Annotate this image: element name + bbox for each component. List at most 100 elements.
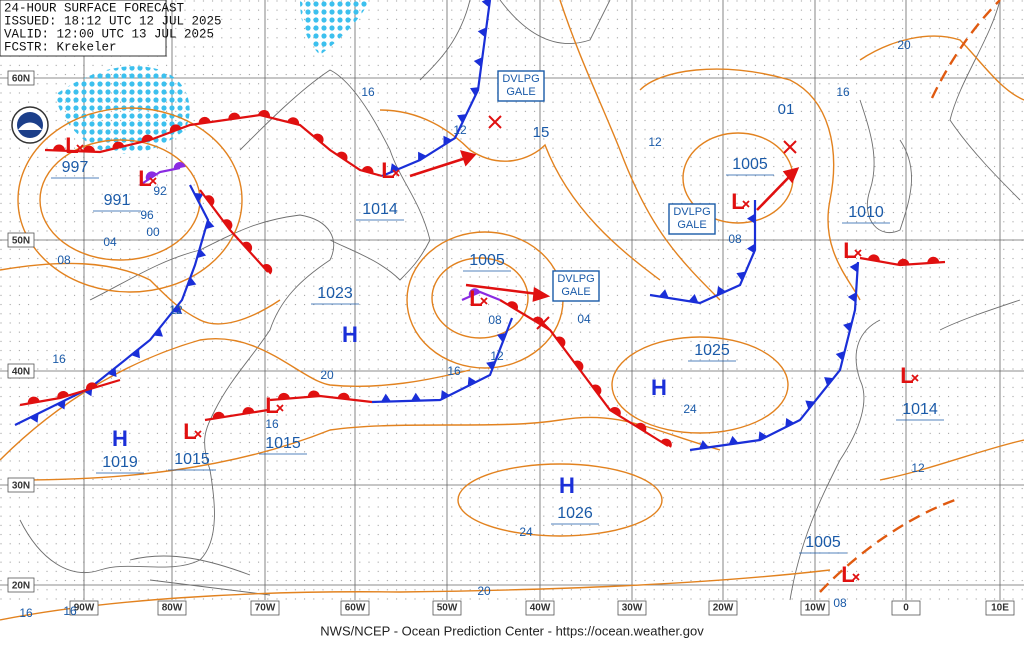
- lon-label-box: [800, 600, 830, 616]
- front-symbol: [698, 440, 709, 449]
- cold-front: [649, 200, 757, 305]
- front-symbol: [486, 360, 496, 371]
- front-symbol: [468, 288, 481, 297]
- isobar-label: 16: [836, 85, 850, 99]
- lon-label: 50W: [437, 603, 458, 614]
- front-symbol: [824, 377, 834, 386]
- warning-box: [497, 70, 545, 102]
- isobar-label: 12: [648, 135, 662, 149]
- center-pressure: 1010: [848, 204, 884, 221]
- front-symbol: [336, 151, 348, 162]
- warning-text: GALE: [677, 219, 706, 231]
- front-symbol: [107, 367, 117, 378]
- front-symbol: [658, 289, 669, 299]
- isobar-label: 16: [361, 85, 375, 99]
- isobar-label: 24: [683, 402, 697, 416]
- front-symbol: [57, 391, 69, 399]
- front-symbol: [805, 400, 815, 410]
- front-symbol: [361, 166, 374, 174]
- isobar-label: 08: [57, 253, 71, 267]
- front-symbol: [609, 407, 621, 417]
- center-mark: [392, 169, 400, 177]
- isobar-label: 20: [477, 584, 491, 598]
- occl-front: [139, 166, 181, 186]
- front-symbol: [187, 277, 197, 287]
- noaa-logo: [11, 106, 49, 144]
- isobar-label: 08: [728, 232, 742, 246]
- center-pressure: 1019: [102, 454, 138, 471]
- isobar-label: 96: [140, 208, 154, 222]
- front-symbol: [747, 243, 755, 254]
- lat-label: 20N: [12, 581, 30, 592]
- front-symbol: [555, 336, 566, 348]
- front-symbol: [131, 348, 140, 359]
- front-symbol: [440, 390, 450, 400]
- lat-label-box: [7, 232, 35, 248]
- isobar-label: 01: [778, 101, 795, 118]
- center-mark: [149, 177, 157, 185]
- lat-label-box: [7, 363, 35, 379]
- front-symbol: [716, 286, 726, 296]
- front-symbol: [496, 332, 507, 343]
- pressure-center: L: [381, 158, 394, 183]
- isobar-label: 12: [911, 461, 925, 475]
- front-symbol: [212, 411, 225, 419]
- cold-front: [381, 0, 492, 178]
- center-pressure: 1005: [469, 252, 505, 269]
- front-symbol: [470, 87, 480, 97]
- pressure-center: L: [843, 238, 856, 263]
- motion-arrows: [409, 150, 800, 302]
- isobar-label: 16: [52, 352, 66, 366]
- front-symbol: [897, 258, 910, 266]
- center-pressure: 1005: [805, 534, 841, 551]
- front-symbol: [728, 435, 739, 445]
- front-symbol: [532, 316, 544, 326]
- graticule: [0, 0, 1024, 600]
- front-symbol: [204, 195, 215, 206]
- lat-label: 40N: [12, 367, 30, 378]
- lat-label: 60N: [12, 74, 30, 85]
- lon-label: 10E: [991, 603, 1009, 614]
- map-labels: 60N 50N 40N 30N 20N 90W 80W 70W 60W 50W 40W 30W 20W 1…: [7, 38, 1015, 620]
- pressure-center: H: [342, 322, 358, 347]
- isobar-label: 08: [833, 596, 847, 610]
- forecast-positions: [488, 115, 797, 330]
- isobar-label: 16: [265, 417, 279, 431]
- front-symbol: [457, 114, 467, 124]
- front-symbol: [242, 241, 253, 253]
- center-pressure: 991: [104, 192, 131, 209]
- front-symbol: [410, 392, 421, 401]
- lon-label: 10W: [805, 603, 826, 614]
- isobar-label: 12: [453, 123, 467, 137]
- lon-label-box: [340, 600, 370, 616]
- front-symbol: [262, 264, 273, 275]
- front-symbol: [242, 407, 255, 415]
- lon-label: 0: [903, 603, 909, 614]
- lon-label-box: [69, 600, 99, 616]
- pressure-center: H: [559, 473, 575, 498]
- lon-label: 30W: [622, 603, 643, 614]
- lon-label: 20W: [713, 603, 734, 614]
- front-symbol: [307, 390, 320, 397]
- header-line: VALID: 12:00 UTC 13 JUL 2025: [4, 27, 214, 41]
- lon-label: 70W: [255, 603, 276, 614]
- isobars: [0, 0, 1024, 621]
- center-pressure: 1025: [694, 342, 730, 359]
- front-symbol: [688, 294, 699, 303]
- warning-text: DVLPG: [502, 73, 539, 85]
- isobar-label: 04: [577, 312, 591, 326]
- lon-label-box: [250, 600, 280, 616]
- center-mark: [194, 430, 202, 438]
- isobar-label: 92: [153, 184, 167, 198]
- warning-text: GALE: [561, 286, 590, 298]
- lat-label-box: [7, 477, 35, 493]
- front-symbol: [173, 162, 186, 170]
- front-symbol: [198, 116, 211, 124]
- lat-label-box: [7, 577, 35, 593]
- center-mark: [480, 297, 488, 305]
- lon-label: 90W: [74, 603, 95, 614]
- front-symbol: [82, 145, 95, 152]
- front-symbol: [172, 304, 182, 314]
